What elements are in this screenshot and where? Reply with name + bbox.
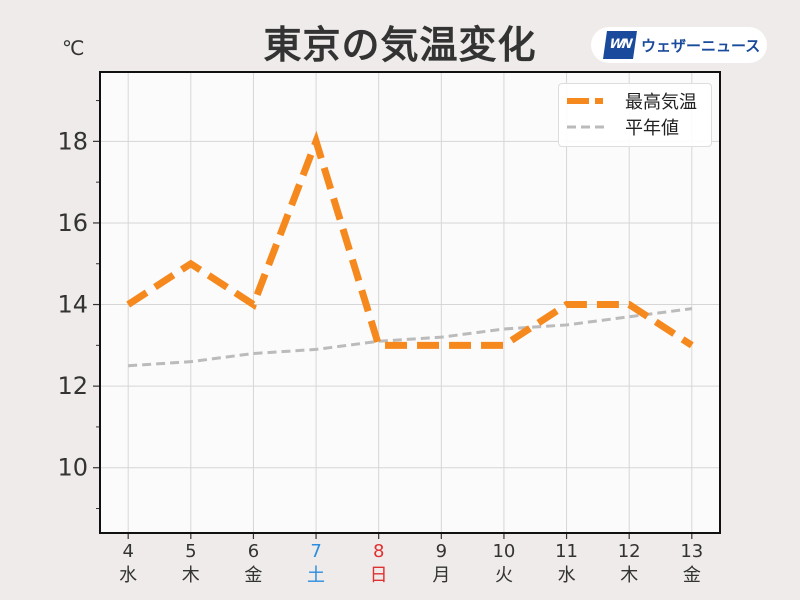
x-tick-label: 4 xyxy=(122,541,133,562)
chart-title: 東京の気温変化 xyxy=(263,23,537,67)
x-weekday-label: 火 xyxy=(495,565,513,586)
x-tick-label: 13 xyxy=(680,541,703,562)
legend-label: 最高気温 xyxy=(625,92,697,113)
plot-frame xyxy=(99,71,721,534)
y-axis-unit: ℃ xyxy=(62,36,85,60)
x-tick-label: 6 xyxy=(248,541,259,562)
x-tick-label: 10 xyxy=(492,541,515,562)
x-tick-label: 12 xyxy=(618,541,641,562)
legend: 最高気温 平年値 xyxy=(558,83,712,147)
x-tick-label: 11 xyxy=(555,541,578,562)
x-weekday-label: 日 xyxy=(370,565,388,586)
x-tick-label: 5 xyxy=(185,541,196,562)
y-tick-label: 18 xyxy=(57,127,88,155)
y-tick-label: 10 xyxy=(57,454,88,482)
series-line-max-temp xyxy=(126,130,694,349)
x-weekday-label: 金 xyxy=(244,565,262,586)
x-weekday-label: 木 xyxy=(620,565,638,586)
y-tick-label: 16 xyxy=(57,209,88,237)
x-weekday-label: 金 xyxy=(683,565,701,586)
legend-item-normal: 平年値 xyxy=(567,114,679,140)
weathernews-logo: WN ウェザーニュース xyxy=(591,27,767,63)
y-tick-label: 12 xyxy=(57,372,88,400)
x-weekday-label: 月 xyxy=(432,565,450,586)
x-weekday-label: 水 xyxy=(558,565,576,586)
legend-label: 平年値 xyxy=(625,118,679,139)
x-tick-label: 7 xyxy=(310,541,321,562)
y-tick-label: 14 xyxy=(57,291,88,319)
x-weekday-label: 水 xyxy=(119,565,137,586)
x-tick-label: 9 xyxy=(436,541,447,562)
logo-text: ウェザーニュース xyxy=(641,37,761,55)
x-weekday-label: 土 xyxy=(307,565,325,586)
series-line-normal xyxy=(128,307,693,368)
x-weekday-label: 木 xyxy=(182,565,200,586)
legend-item-max-temp: 最高気温 xyxy=(567,88,697,114)
x-tick-label: 8 xyxy=(373,541,384,562)
